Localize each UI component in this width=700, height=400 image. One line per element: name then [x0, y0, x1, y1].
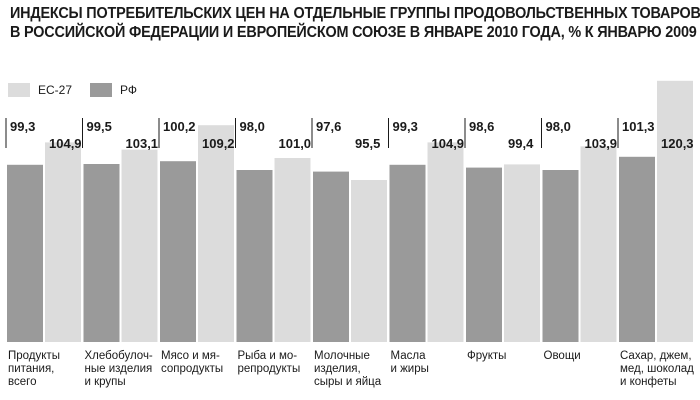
value-label-rf-8: 101,3: [622, 119, 655, 134]
category-label-5: Масла и жиры: [390, 350, 429, 375]
value-label-eu-3: 101,0: [279, 136, 312, 151]
chart-title-line-2: В РОССИЙСКОЙ ФЕДЕРАЦИИ И ЕВРОПЕЙСКОМ СОЮ…: [10, 24, 700, 41]
bar-eu-0: [45, 142, 81, 342]
value-label-eu-7: 103,9: [585, 136, 618, 151]
bar-eu-7: [580, 146, 617, 342]
chart-title: ИНДЕКСЫ ПОТРЕБИТЕЛЬСКИХ ЦЕН НА ОТДЕЛЬНЫЕ…: [10, 4, 700, 42]
category-label-1: Хлебобулоч- ные изделия и крупы: [84, 350, 153, 388]
value-label-rf-7: 98,0: [546, 119, 571, 134]
category-label-7: Овощи: [543, 350, 581, 362]
value-label-eu-1: 103,1: [126, 136, 159, 151]
category-label-0: Продукты питания, всего: [8, 350, 60, 388]
bar-rf-1: [83, 164, 120, 342]
legend-swatch-eu: [8, 83, 30, 97]
bar-eu-3: [274, 158, 311, 342]
bar-rf-0: [7, 164, 43, 342]
value-label-eu-8: 120,3: [661, 136, 694, 151]
bar-rf-4: [313, 171, 349, 342]
value-label-rf-6: 98,6: [469, 119, 494, 134]
bar-eu-1: [121, 149, 158, 342]
category-label-3: Рыба и мо- репродукты: [237, 350, 301, 375]
chart-title-line-1: ИНДЕКСЫ ПОТРЕБИТЕЛЬСКИХ ЦЕН НА ОТДЕЛЬНЫЕ…: [10, 5, 700, 22]
value-label-rf-0: 99,3: [10, 119, 35, 134]
bar-eu-4: [351, 180, 387, 342]
bar-eu-8: [657, 80, 693, 343]
bar-rf-8: [619, 156, 655, 342]
value-label-rf-3: 98,0: [240, 119, 265, 134]
bar-eu-5: [427, 142, 464, 342]
legend-label-rf: РФ: [120, 83, 137, 97]
value-label-eu-0: 104,9: [49, 136, 82, 151]
category-label-8: Сахар, джем, мед, шоколад и конфеты: [620, 350, 694, 388]
bar-rf-6: [466, 167, 502, 342]
bar-rf-5: [389, 164, 426, 342]
bar-eu-2: [198, 125, 234, 342]
value-label-rf-1: 99,5: [87, 119, 112, 134]
legend-swatch-rf: [90, 83, 112, 97]
bar-eu-6: [504, 164, 540, 342]
value-label-eu-2: 109,2: [202, 136, 235, 151]
value-label-eu-5: 104,9: [432, 136, 465, 151]
bar-rf-7: [542, 170, 579, 342]
value-label-rf-4: 97,6: [316, 119, 341, 134]
value-label-rf-2: 100,2: [163, 119, 196, 134]
value-label-rf-5: 99,3: [393, 119, 418, 134]
category-label-4: Молочные изделия, сыры и яйца: [314, 350, 382, 388]
value-label-eu-6: 99,4: [508, 136, 534, 151]
bar-rf-2: [160, 161, 196, 342]
bar-rf-3: [236, 170, 273, 342]
category-label-2: Мясо и мя- сопродукты: [161, 350, 224, 375]
category-label-6: Фрукты: [467, 350, 507, 362]
legend-label-eu: ЕС-27: [38, 83, 73, 97]
value-label-eu-4: 95,5: [355, 136, 380, 151]
